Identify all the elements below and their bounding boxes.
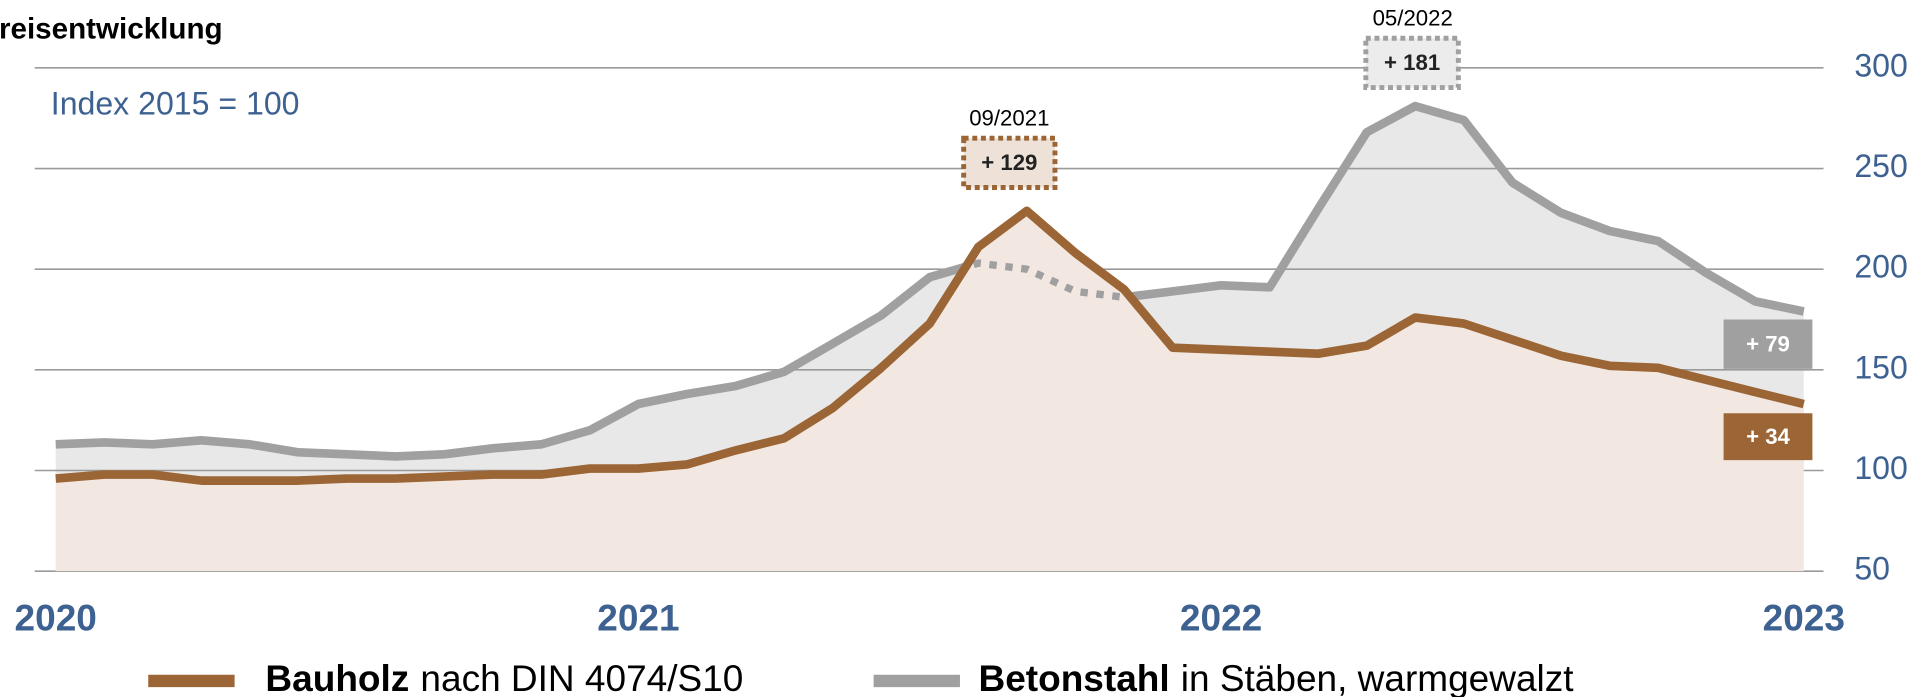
legend-description: nach DIN 4074/S10	[420, 658, 743, 697]
annotation-box	[1363, 35, 1461, 91]
y-tick-label: 50	[1854, 551, 1890, 587]
chart-subtitle: Index 2015 = 100	[51, 86, 300, 122]
annotation-date: 09/2021	[969, 106, 1049, 131]
y-tick-label: 300	[1854, 47, 1908, 83]
annotation-label: + 79	[1746, 331, 1790, 356]
x-tick-label: 2021	[597, 597, 679, 638]
annotation-date: 05/2022	[1373, 6, 1453, 31]
x-tick-label: 2020	[15, 597, 97, 638]
y-tick-label: 100	[1854, 450, 1908, 486]
y-tick-label: 200	[1854, 249, 1908, 285]
legend-entry: Betonstahl in Stäben, warmgewalzt	[978, 658, 1574, 697]
line	[55, 206, 1805, 485]
legend-name: Bauholz	[265, 658, 409, 697]
y-tick-label: 250	[1854, 148, 1908, 184]
annotation-label: + 129	[981, 150, 1037, 175]
line	[55, 101, 1805, 461]
chart-title: Preisentwicklung	[0, 13, 223, 46]
legend-name: Betonstahl	[978, 658, 1169, 697]
x-tick-label: 2023	[1763, 597, 1845, 638]
area	[55, 210, 1804, 572]
annotation-box	[961, 135, 1058, 190]
x-tick-label: 2022	[1180, 597, 1262, 638]
y-tick-label: 150	[1854, 349, 1908, 385]
annotation-label: + 34	[1746, 424, 1790, 449]
legend-description: in Stäben, warmgewalzt	[1181, 658, 1575, 697]
legend-entry: Bauholz nach DIN 4074/S10	[265, 658, 743, 697]
annotation-box	[1723, 319, 1813, 369]
annotation-box	[1723, 413, 1813, 461]
annotation-label: + 181	[1384, 50, 1440, 75]
